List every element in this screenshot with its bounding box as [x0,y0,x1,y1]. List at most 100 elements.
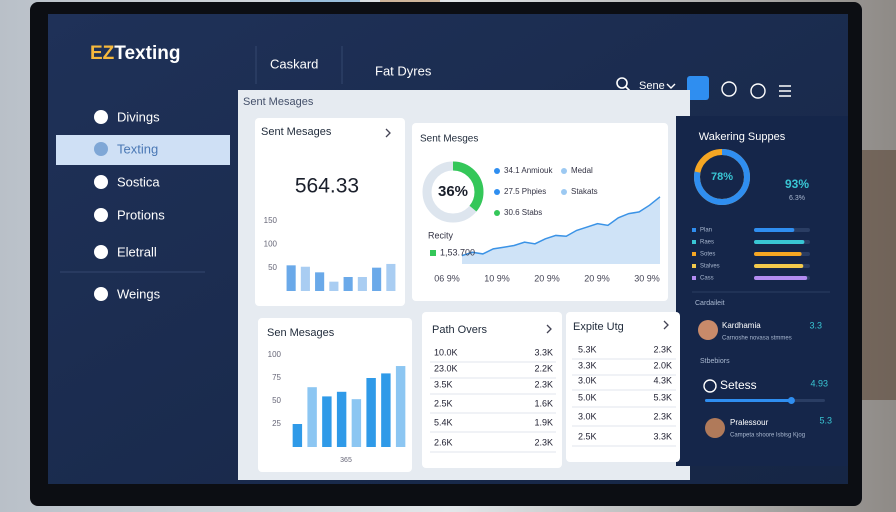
card [255,118,405,306]
bar [381,373,391,447]
chevron[interactable] [663,320,669,330]
sidebar-item[interactable]: Protions [117,207,165,222]
section-title: Cardaileit [695,300,725,307]
progress-bar [754,252,802,256]
table-cell: 10.0K [434,347,458,357]
menu-icon[interactable] [779,85,791,97]
top-tab[interactable]: Fat Dyres [375,63,432,78]
status-score: 4.93 [810,378,828,388]
table-cell: 2.6K [434,437,453,447]
legend-label: 27.5 Phpies [504,187,546,196]
legend-swatch [692,264,696,268]
legend-label: 34.1 Anmiouk [504,166,553,175]
brand-mark: EZ [90,43,115,64]
bar [351,399,362,447]
help-icon[interactable] [750,83,766,99]
legend-swatch [494,210,500,216]
bar [292,424,303,447]
sidebar-item[interactable]: Sostica [117,174,160,189]
sidebar-item[interactable]: Divings [117,109,160,124]
x-tick-label: 20 9% [584,273,610,283]
table-cell: 1.6K [534,398,553,408]
top-tab[interactable]: Caskard [270,56,318,71]
legend-swatch [692,252,696,256]
settings-icon[interactable] [721,81,737,97]
search-icon[interactable] [616,77,628,89]
table-cell: 2.3K [653,411,672,421]
table-cell: 3.5K [434,379,453,389]
table-cell: 5.3K [578,344,597,354]
sidebar-item[interactable]: Weings [117,286,161,301]
panel-title: Wakering Suppes [699,131,786,143]
bar [286,265,296,291]
person-score: 5.3 [819,415,832,425]
sidebar-icon [94,142,108,156]
legend-swatch [430,250,436,256]
x-tick-label: 20 9% [534,273,560,283]
table-cell: 2.3K [534,379,553,389]
headline-note: 6.3% [789,195,805,202]
y-tick-label: 50 [268,263,277,272]
chevron[interactable] [385,128,391,138]
table-cell: 1.9K [534,417,553,427]
table-cell: 2.0K [653,360,672,370]
area-fill [462,196,660,264]
table-cell: 3.3K [534,347,553,357]
table-cell: 3.0K [578,411,597,421]
avatar [698,320,718,340]
bar [315,272,325,291]
progress-bar [754,276,808,280]
status-title: Setess [720,378,757,392]
person-note: Carnoshe novasa stmmes [722,336,792,342]
chevron[interactable] [546,324,552,334]
legend-swatch [561,189,567,195]
legend-label: Medal [571,166,593,175]
table-cell: 5.4K [434,417,453,427]
legend-swatch [692,240,696,244]
x-tick-label: 06 9% [434,273,460,283]
bar-label: Plan [700,228,712,234]
card-title: Expite Utg [573,321,624,333]
status-icon [703,379,717,393]
x-tick-label: 30 9% [634,273,660,283]
side-panel [676,116,848,466]
y-tick-label: 100 [268,350,282,359]
action-button[interactable] [687,76,709,100]
chart-label: Recity [428,230,454,240]
table-cell: 4.3K [653,375,672,385]
y-tick-label: 100 [264,239,278,248]
person-note: Campeta shoore lsbisg Kjog [730,433,805,439]
legend-label: 30.6 Stabs [504,208,542,217]
table-cell: 2.3K [653,344,672,354]
area-line [461,196,661,257]
dropdown-arrow[interactable] [666,83,676,89]
avatar [705,418,725,438]
card [566,312,680,462]
bar [329,281,339,291]
y-tick-label: 50 [272,396,281,405]
bar-label: Stalves [700,264,720,270]
sidebar-icon [94,287,108,301]
bar [395,366,406,447]
sidebar-item[interactable]: Eletrall [117,244,157,259]
legend-swatch [692,276,696,280]
table-cell: 23.0K [434,363,458,373]
slider-fill [705,399,792,402]
progress-bar [754,228,795,232]
slider-knob[interactable] [787,397,795,404]
donut-label: 78% [711,171,733,183]
donut-arc [694,149,750,205]
card-title: Sen Mesages [267,327,335,339]
progress-bar [754,240,805,244]
legend-swatch [561,168,567,174]
table-cell: 3.3K [653,431,672,441]
person-score: 3.3 [809,320,822,330]
sidebar-item[interactable]: Texting [117,141,158,156]
y-tick-label: 75 [272,373,281,382]
headline-value: 93% [785,177,809,191]
donut-label: 36% [438,183,468,200]
brand-name: Texting [114,43,180,64]
y-tick-label: 25 [272,419,281,428]
card-title: Sent Mesges [420,134,478,145]
